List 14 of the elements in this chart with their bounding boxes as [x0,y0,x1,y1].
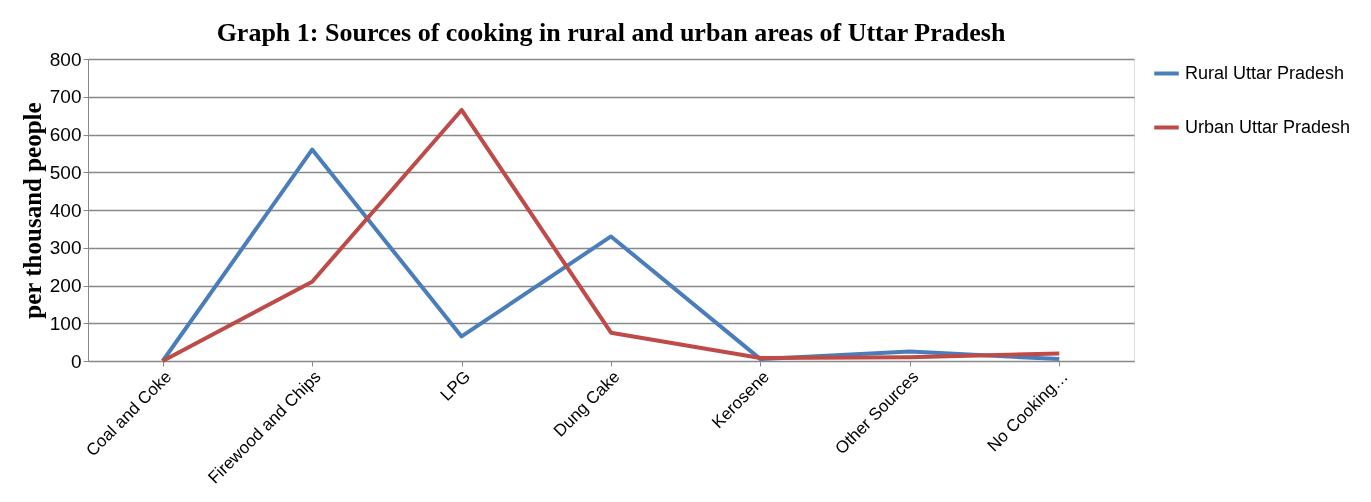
y-tick-label: 0 [70,350,82,372]
y-axis-title: per thousand people [18,102,46,319]
y-tick-label: 600 [49,124,82,145]
chart-title: Graph 1: Sources of cooking in rural and urban areas of Uttar Pradesh [216,18,1006,47]
y-tick-label: 400 [49,199,82,221]
y-tick-label: 100 [49,312,82,334]
y-tick-label: 200 [49,275,82,296]
y-tick-label: 700 [49,86,82,108]
y-tick-label: 500 [49,161,82,183]
y-tick-label: 300 [49,237,82,259]
legend-label: Rural Uttar Pradesh [1185,62,1345,83]
y-tick-label: 800 [49,48,82,70]
legend-label: Urban Uttar Pradesh [1185,116,1351,137]
line-series [160,107,1062,363]
